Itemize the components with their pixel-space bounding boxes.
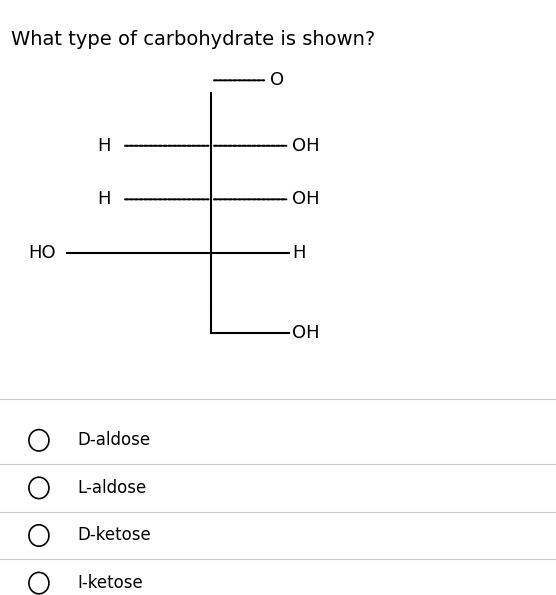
Text: O: O bbox=[270, 71, 284, 89]
Text: OH: OH bbox=[292, 137, 320, 155]
Text: H: H bbox=[292, 244, 305, 262]
Text: H: H bbox=[98, 190, 111, 208]
Text: What type of carbohydrate is shown?: What type of carbohydrate is shown? bbox=[11, 30, 375, 49]
Text: OH: OH bbox=[292, 190, 320, 208]
Text: D-ketose: D-ketose bbox=[78, 527, 152, 544]
Text: I-ketose: I-ketose bbox=[78, 574, 143, 592]
Text: OH: OH bbox=[292, 324, 320, 342]
Text: H: H bbox=[98, 137, 111, 155]
Text: D-aldose: D-aldose bbox=[78, 431, 151, 449]
Text: HO: HO bbox=[28, 244, 56, 262]
Text: L-aldose: L-aldose bbox=[78, 479, 147, 497]
